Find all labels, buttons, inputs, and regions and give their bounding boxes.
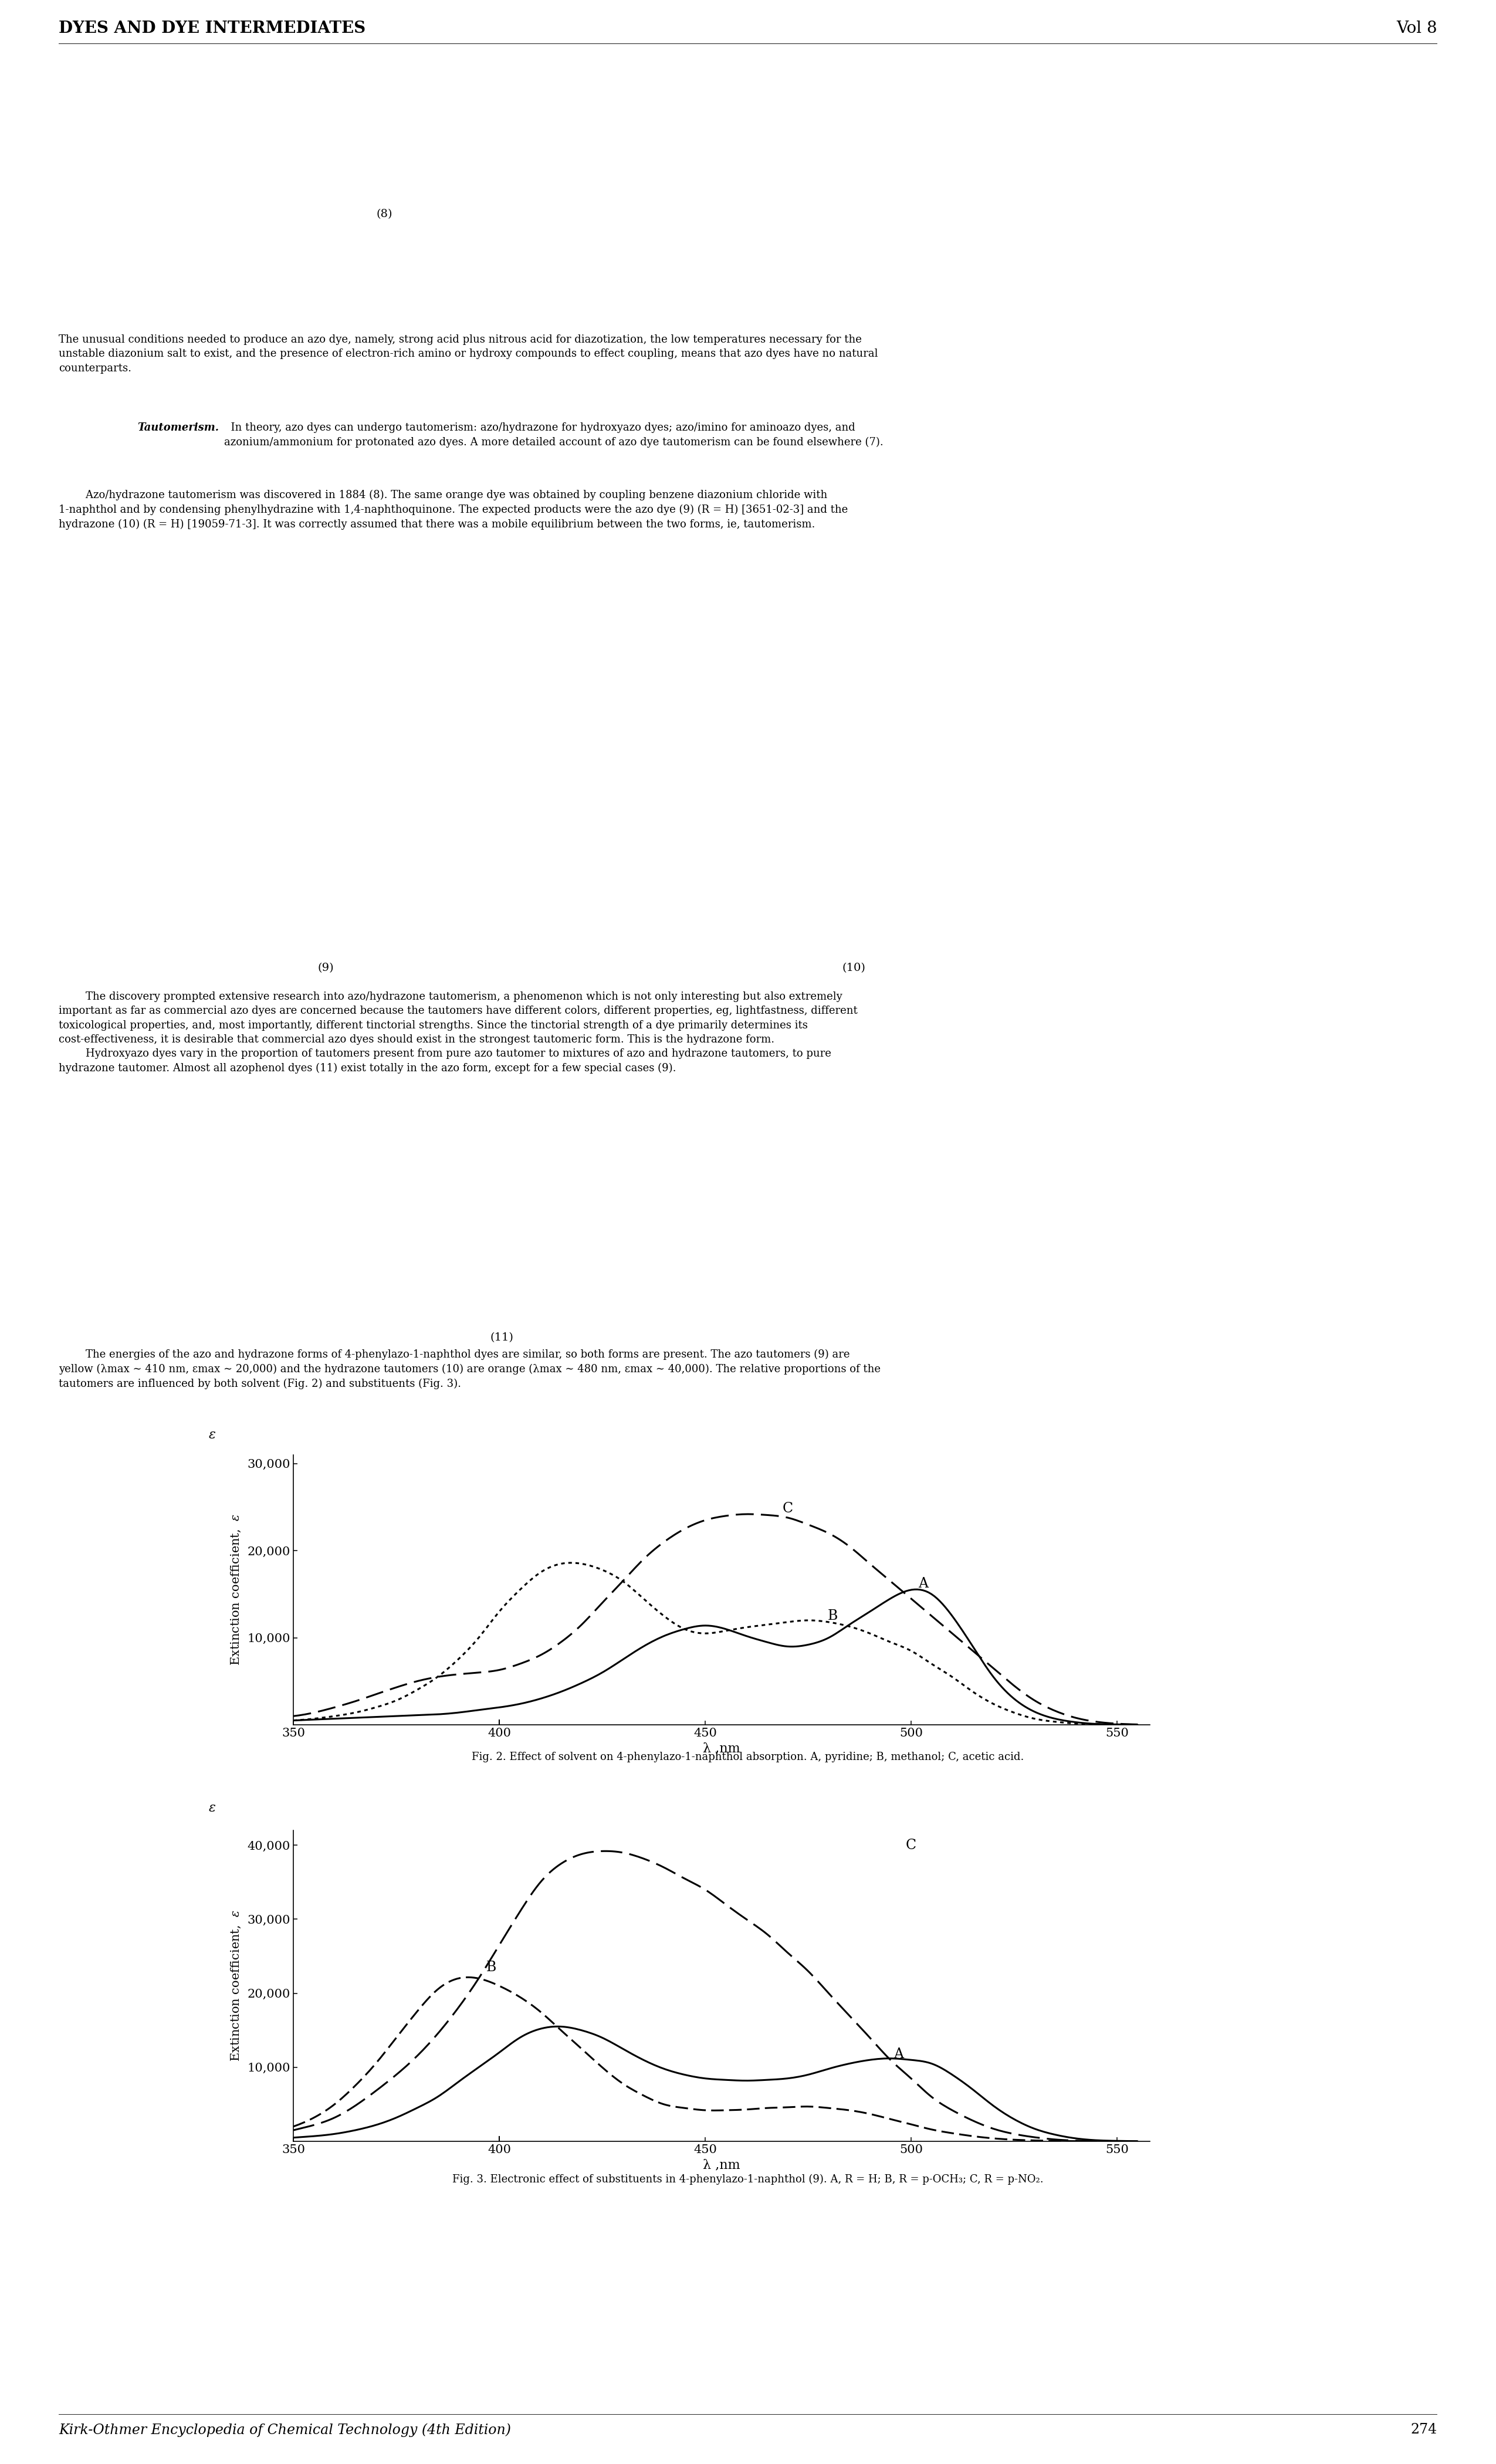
Text: A: A: [919, 1577, 929, 1592]
Text: Kirk-Othmer Encyclopedia of Chemical Technology (4th Edition): Kirk-Othmer Encyclopedia of Chemical Tec…: [58, 2422, 512, 2437]
Text: B: B: [486, 1961, 497, 1974]
Text: C: C: [905, 1838, 917, 1853]
Y-axis label: Extinction coefficient,  $\varepsilon$: Extinction coefficient, $\varepsilon$: [230, 1910, 242, 2062]
Text: The energies of the azo and hydrazone forms of 4-phenylazo-1-naphthol dyes are s: The energies of the azo and hydrazone fo…: [58, 1350, 881, 1390]
Text: (10): (10): [842, 963, 865, 973]
Text: DYES AND DYE INTERMEDIATES: DYES AND DYE INTERMEDIATES: [58, 20, 365, 37]
X-axis label: λ ,nm: λ ,nm: [703, 2158, 741, 2171]
Text: $\varepsilon$: $\varepsilon$: [208, 1801, 215, 1816]
Text: The discovery prompted extensive research into azo/hydrazone tautomerism, a phen: The discovery prompted extensive researc…: [58, 991, 857, 1074]
Text: 274: 274: [1411, 2422, 1438, 2437]
X-axis label: λ ,nm: λ ,nm: [703, 1742, 741, 1754]
Text: B: B: [827, 1609, 838, 1624]
Text: Fig. 3. Electronic effect of substituents in 4-phenylazo-1-naphthol (9). A, R = : Fig. 3. Electronic effect of substituent…: [452, 2173, 1044, 2186]
Text: $\varepsilon$: $\varepsilon$: [208, 1429, 215, 1441]
Text: (11): (11): [489, 1333, 513, 1343]
Text: C: C: [782, 1503, 793, 1515]
Text: Vol 8: Vol 8: [1396, 20, 1438, 37]
Text: Tautomerism.: Tautomerism.: [138, 421, 218, 434]
Text: Azo/hydrazone tautomerism was discovered in 1884 (8). The same orange dye was ob: Azo/hydrazone tautomerism was discovered…: [58, 490, 848, 530]
Text: (9): (9): [317, 963, 334, 973]
Text: Fig. 2. Effect of solvent on 4-phenylazo-1-naphthol absorption. A, pyridine; B, : Fig. 2. Effect of solvent on 4-phenylazo…: [471, 1752, 1025, 1762]
Text: In theory, azo dyes can undergo tautomerism: azo/hydrazone for hydroxyazo dyes; : In theory, azo dyes can undergo tautomer…: [224, 421, 883, 448]
Y-axis label: Extinction coefficient,  $\varepsilon$: Extinction coefficient, $\varepsilon$: [230, 1513, 242, 1666]
Text: (8): (8): [375, 209, 392, 219]
Text: The unusual conditions needed to produce an azo dye, namely, strong acid plus ni: The unusual conditions needed to produce…: [58, 335, 878, 375]
Text: A: A: [893, 2048, 904, 2060]
